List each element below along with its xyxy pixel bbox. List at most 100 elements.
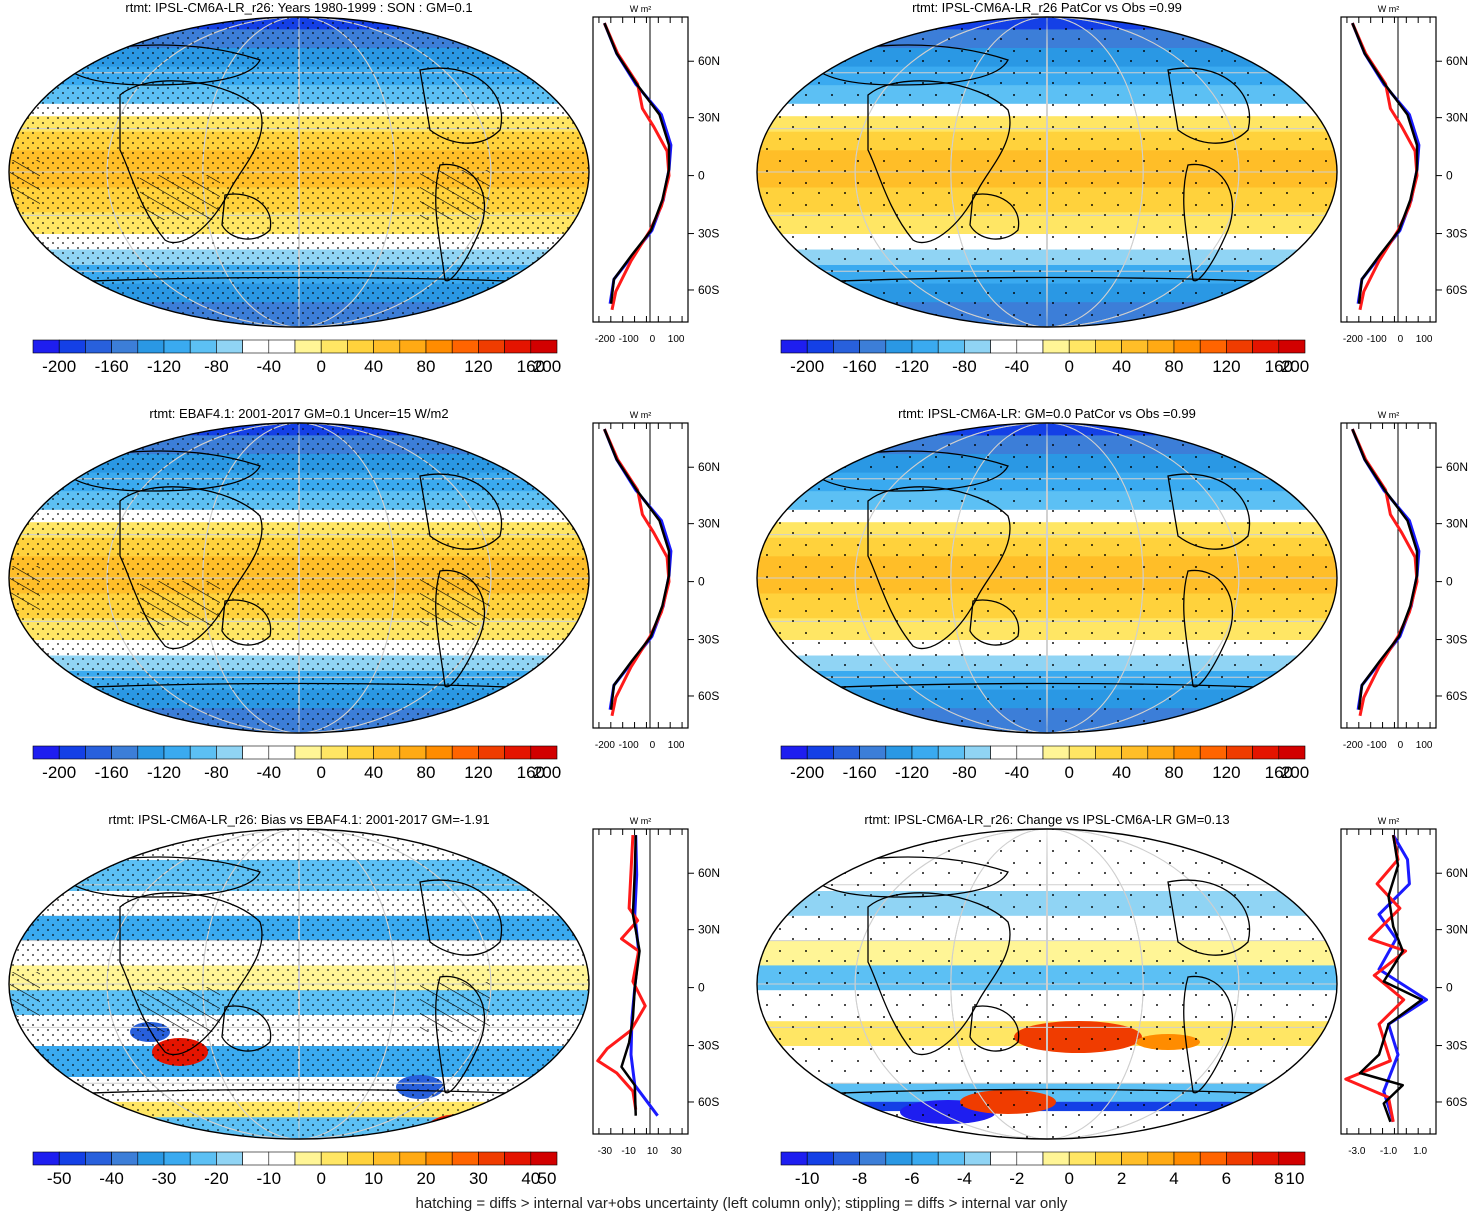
colorbar-swatch <box>1095 745 1122 760</box>
colorbar-swatch <box>1199 745 1227 760</box>
hatching-overlay <box>10 160 40 205</box>
zonal-line-blue <box>1377 834 1428 1123</box>
colorbar-swatch <box>189 339 217 354</box>
colorbar-swatch <box>1226 1151 1253 1166</box>
world-map <box>757 17 1337 327</box>
zonal-line-black <box>1351 428 1419 710</box>
colorbar-swatch <box>911 339 939 354</box>
colorbar-tick-label: -120 <box>147 763 181 782</box>
colorbar-swatch <box>964 1151 991 1166</box>
latitude-tick-label: 30N <box>698 111 720 125</box>
zonal-unit-label: W m² <box>630 816 652 826</box>
colorbar-swatch <box>425 339 453 354</box>
latitude-tick-label: 60N <box>1446 460 1468 474</box>
latitude-tick-label: 30N <box>698 923 720 937</box>
colorbar-swatch <box>937 1151 965 1166</box>
zonal-x-tick-label: 0 <box>650 334 656 345</box>
zonal-x-tick-label: -200 <box>1343 334 1363 345</box>
colorbar-swatch <box>885 745 913 760</box>
colorbar-tick-label: 80 <box>1165 357 1184 376</box>
colorbar-swatch <box>85 339 112 354</box>
colorbar-swatch <box>1226 745 1253 760</box>
map-border <box>756 828 1338 1140</box>
zonal-x-tick-label: -100 <box>1367 740 1387 751</box>
latitude-tick-label: 60N <box>698 460 720 474</box>
colorbar-tick-label: -160 <box>843 763 877 782</box>
panel-title: rtmt: IPSL-CM6A-LR_r26: Bias vs EBAF4.1:… <box>108 812 489 827</box>
colorbar-swatch <box>320 745 348 760</box>
colorbar-tick-label: -80 <box>204 357 229 376</box>
panel-1: rtmt: IPSL-CM6A-LR_r26: Years 1980-1999 … <box>8 0 720 376</box>
colorbar-swatch <box>806 1151 834 1166</box>
zonal-x-tick-label: 30 <box>671 1146 683 1157</box>
latitude-tick-label: 60S <box>698 1095 719 1109</box>
colorbar-swatch <box>964 339 991 354</box>
colorbar-tick-label: -200 <box>42 357 76 376</box>
colorbar-swatch <box>1068 745 1096 760</box>
colorbar-swatch <box>294 1151 322 1166</box>
colorbar-tick-label: 160 <box>1265 763 1293 782</box>
colorbar-swatch <box>137 339 165 354</box>
colorbar-tick-label: 6 <box>1222 1169 1231 1188</box>
zonal-x-tick-label: 0 <box>1398 334 1404 345</box>
map-border <box>8 828 590 1140</box>
colorbar-swatch <box>85 745 112 760</box>
latitude-tick-label: 60S <box>1446 283 1467 297</box>
colorbar-tick-label: -40 <box>257 763 282 782</box>
colorbar-swatch <box>451 339 479 354</box>
colorbar-swatch <box>137 745 165 760</box>
colorbar-swatch <box>1042 339 1070 354</box>
colorbar-swatch <box>163 745 191 760</box>
colorbar-swatch <box>85 1151 112 1166</box>
latitude-tick-label: 30S <box>1446 227 1467 241</box>
colorbar-tick-label: 0 <box>316 1169 325 1188</box>
colorbar-swatch <box>1042 1151 1070 1166</box>
colorbar-swatch <box>242 339 270 354</box>
world-map <box>9 829 589 1139</box>
world-map <box>9 423 589 733</box>
zonal-x-tick-label: 100 <box>1416 334 1433 345</box>
colorbar-swatch <box>451 1151 479 1166</box>
colorbar-swatch <box>294 339 322 354</box>
zonal-x-tick-label: -100 <box>1367 334 1387 345</box>
zonal-line-blue <box>1351 428 1421 710</box>
zonal-mean-plot: W m² 60N 30N 0 30S 60S -200 -100 0 100 <box>592 410 720 751</box>
colorbar-swatch <box>780 339 808 354</box>
latitude-tick-label: 30S <box>698 227 719 241</box>
colorbar-swatch <box>504 1151 532 1166</box>
colorbar-swatch <box>1226 339 1253 354</box>
latitude-tick-label: 0 <box>1446 575 1453 589</box>
colorbar-tick-label: 200 <box>1281 763 1309 782</box>
colorbar-swatch <box>1147 1151 1175 1166</box>
colorbar-tick-label: -30 <box>152 1169 177 1188</box>
colorbar-tick-label: -200 <box>790 357 824 376</box>
colorbar-tick-label: -50 <box>47 1169 72 1188</box>
panel-title: rtmt: IPSL-CM6A-LR: GM=0.0 PatCor vs Obs… <box>898 406 1196 421</box>
latitude-tick-label: 30N <box>1446 517 1468 531</box>
colorbar-swatch <box>347 1151 374 1166</box>
hatching-overlay <box>10 972 40 1017</box>
colorbar-swatch <box>964 745 991 760</box>
colorbar-tick-label: 0 <box>1064 763 1073 782</box>
colorbar-tick-label: -160 <box>95 763 129 782</box>
colorbar-swatch <box>32 745 60 760</box>
latitude-tick-label: 30S <box>698 1039 719 1053</box>
colorbar-tick-label: -40 <box>1005 357 1030 376</box>
colorbar-tick-label: -80 <box>952 357 977 376</box>
zonal-x-tick-label: -200 <box>595 740 615 751</box>
colorbar-swatch <box>347 339 374 354</box>
hatching-overlay <box>420 170 490 220</box>
colorbar-swatch <box>1147 339 1175 354</box>
zonal-frame <box>592 422 689 729</box>
colorbar-swatch <box>504 339 532 354</box>
panel-4: rtmt: IPSL-CM6A-LR: GM=0.0 PatCor vs Obs… <box>756 406 1468 782</box>
panel-title: rtmt: IPSL-CM6A-LR_r26: Years 1980-1999 … <box>125 0 472 15</box>
latitude-tick-label: 60S <box>698 689 719 703</box>
latitude-tick-label: 30S <box>1446 633 1467 647</box>
zonal-unit-label: W m² <box>1378 4 1400 14</box>
colorbar-swatch <box>833 1151 860 1166</box>
colorbar-tick-label: 8 <box>1274 1169 1283 1188</box>
colorbar-swatch <box>990 339 1018 354</box>
